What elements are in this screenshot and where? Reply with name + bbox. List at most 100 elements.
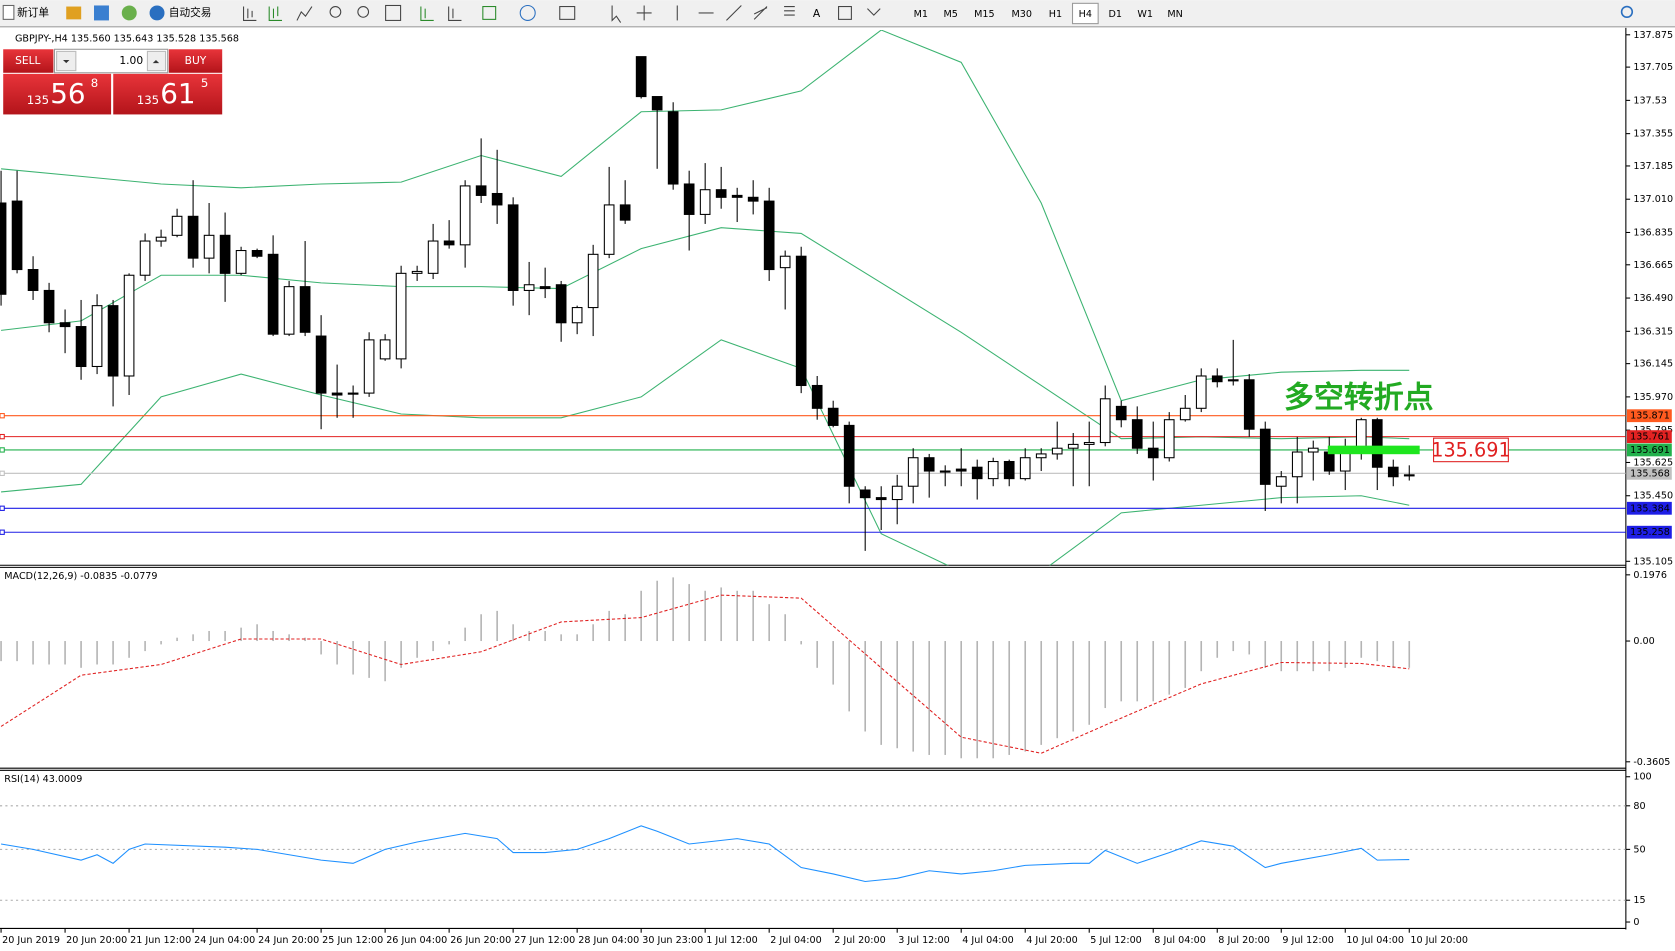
macd-bar: [336, 641, 338, 665]
band-lower: [1, 339, 1410, 566]
macd-bar: [464, 627, 466, 642]
candle-bear: [1323, 451, 1335, 472]
macd-bar: [512, 624, 514, 642]
timeframe-button[interactable]: D1: [1108, 9, 1122, 20]
icon[interactable]: [726, 5, 742, 21]
candle-bear: [219, 234, 231, 274]
y-tick-label: 136.145: [1633, 359, 1673, 370]
y-tick-label: 135.625: [1633, 457, 1673, 468]
icon[interactable]: [66, 6, 82, 20]
x-tick-label: 21 Jun 12:00: [130, 935, 191, 946]
y-tick-label: 0.00: [1633, 636, 1654, 647]
icon[interactable]: [519, 4, 536, 21]
icon[interactable]: [121, 5, 137, 21]
auto-trading-button[interactable]: 自动交易: [149, 5, 212, 21]
macd-bar: [320, 641, 322, 655]
candle-bear: [715, 189, 727, 198]
timeframe-button[interactable]: M15: [974, 9, 995, 20]
candle-bull: [235, 250, 247, 274]
candle-bear: [251, 250, 263, 257]
x-tick-label: 1 Jul 12:00: [706, 935, 758, 946]
icon[interactable]: [753, 6, 768, 20]
sell-button[interactable]: SELL: [3, 49, 54, 73]
icon[interactable]: [243, 6, 257, 21]
lot-value[interactable]: 1.00: [119, 54, 143, 67]
y-tick-label: 137.355: [1633, 129, 1673, 140]
candle-bear: [75, 326, 87, 368]
icon[interactable]: [867, 8, 881, 16]
icon[interactable]: [385, 4, 402, 21]
y-tick-label: 136.665: [1633, 260, 1673, 271]
icon[interactable]: [420, 6, 434, 21]
macd-bar: [1328, 641, 1331, 672]
price-panel: [0, 30, 1626, 566]
icon[interactable]: [611, 5, 622, 23]
x-tick-label: 4 Jul 04:00: [962, 935, 1014, 946]
candle-bull: [395, 272, 407, 360]
bid-price[interactable]: 135 56 8: [3, 73, 112, 115]
macd-bar: [1008, 641, 1011, 755]
text-tool[interactable]: A: [813, 7, 821, 20]
ask-price[interactable]: 135 61 5: [113, 73, 223, 115]
candle-bear: [667, 111, 679, 185]
x-tick-label: 20 Jun 20:00: [66, 935, 127, 946]
candle-bear: [651, 96, 663, 111]
search-icon[interactable]: [1620, 5, 1634, 19]
macd-bar: [208, 630, 210, 642]
candle-bull: [699, 189, 711, 215]
level-price-label: 135.568: [1630, 468, 1670, 479]
macd-bar: [976, 641, 979, 759]
icon[interactable]: [296, 6, 313, 21]
candle-bear: [11, 200, 23, 271]
icon[interactable]: [559, 6, 576, 20]
y-tick-label: 137.705: [1633, 62, 1673, 73]
candle-bull: [123, 274, 135, 377]
icon[interactable]: [268, 6, 283, 21]
timeframe-button[interactable]: H4: [1079, 9, 1092, 20]
trendline-label-box: [1433, 437, 1509, 463]
timeframe-button[interactable]: MN: [1167, 9, 1182, 20]
macd-bar: [96, 641, 98, 665]
macd-bar: [736, 590, 738, 642]
candle-bull: [1019, 457, 1031, 480]
candle-bear: [1371, 419, 1383, 468]
candle-bull: [347, 392, 359, 395]
macd-bar: [64, 641, 66, 665]
macd-bar: [192, 634, 194, 642]
icon[interactable]: [784, 6, 795, 16]
timeframe-bar: M1 M5 M15 M30 H1 H4 D1 W1 MN: [914, 2, 1183, 25]
timeframe-button[interactable]: M1: [914, 9, 928, 20]
buy-button[interactable]: BUY: [168, 49, 223, 73]
icon[interactable]: [357, 6, 370, 18]
icon[interactable]: [636, 5, 652, 21]
macd-bar: [560, 634, 562, 642]
macd-bar: [352, 641, 354, 675]
icon[interactable]: [838, 6, 852, 20]
macd-bar: [240, 627, 242, 642]
macd-bar: [672, 577, 674, 642]
candle-bear: [811, 384, 823, 409]
icon[interactable]: [329, 6, 342, 18]
candle-bull: [411, 270, 423, 274]
macd-bar: [896, 641, 898, 749]
timeframe-button[interactable]: M30: [1012, 9, 1033, 20]
candle-bull: [1179, 407, 1191, 421]
icon[interactable]: [448, 6, 462, 21]
axes: 137.875 137.705 137.53 137.355 137.185 137.01…: [0, 30, 1673, 946]
timeframe-button[interactable]: W1: [1137, 9, 1153, 20]
y-tick-label: 137.010: [1633, 194, 1673, 205]
candle-bear: [539, 286, 551, 290]
timeframe-button[interactable]: M5: [944, 9, 958, 20]
icon[interactable]: [94, 5, 109, 21]
macd-bar: [864, 641, 866, 732]
arrow: [63, 59, 70, 64]
price-mid: 61: [160, 77, 195, 110]
timeframe-button[interactable]: H1: [1049, 9, 1062, 20]
new-order-button[interactable]: 新订单: [2, 4, 49, 20]
icon[interactable]: [482, 6, 497, 20]
arrow: [152, 59, 160, 64]
candle-bull: [459, 185, 471, 246]
candle-bear: [315, 335, 327, 394]
lot-box[interactable]: [53, 48, 169, 74]
macd-bar: [1184, 641, 1187, 688]
